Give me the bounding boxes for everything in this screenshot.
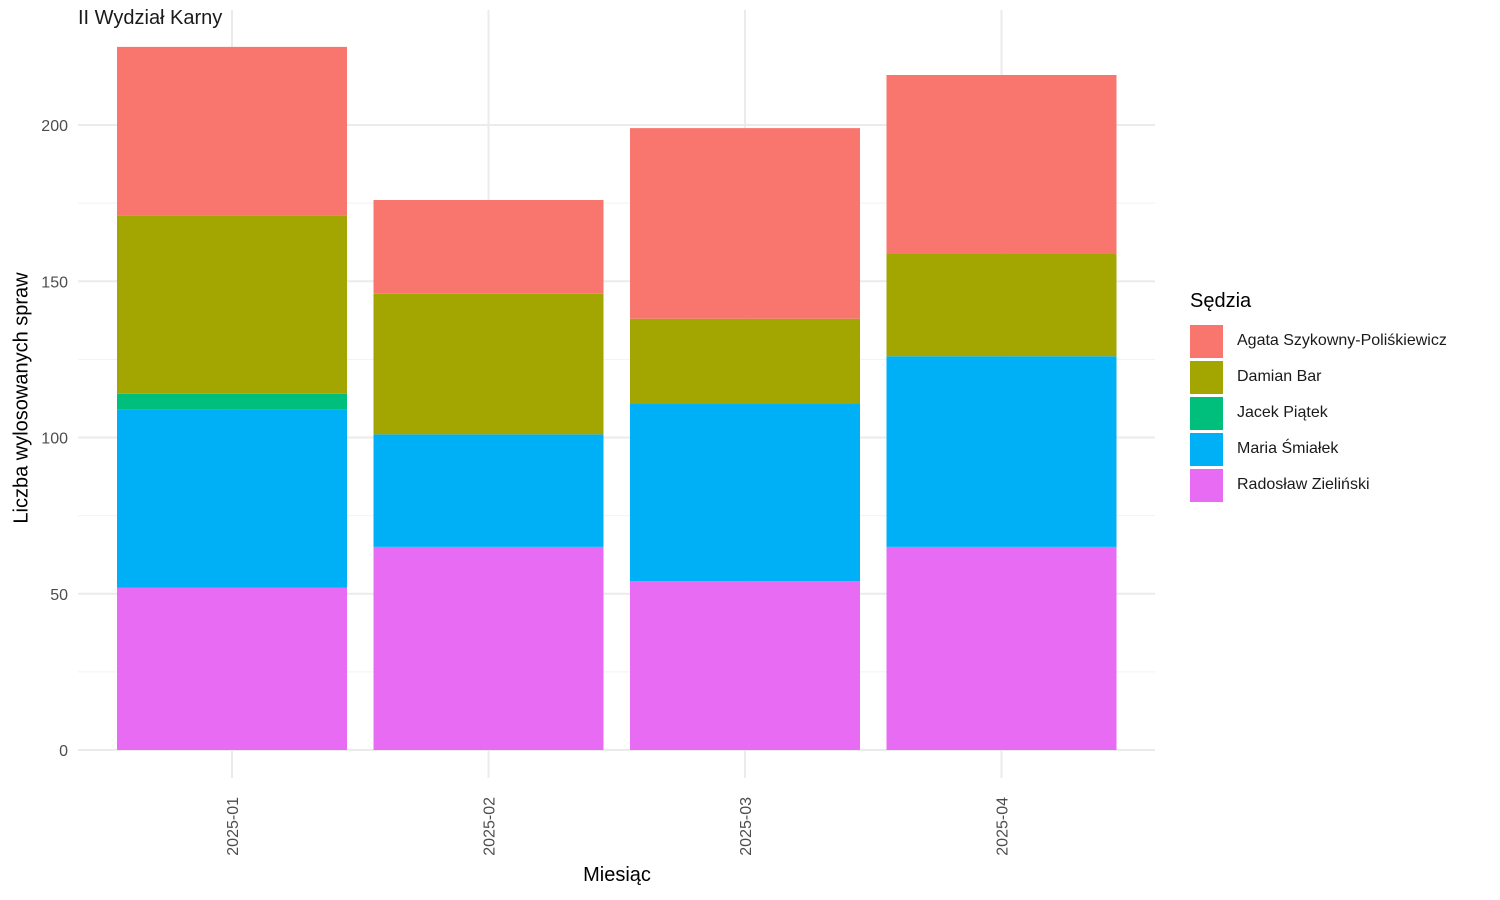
y-tick-label: 100 [41,431,68,448]
bar-segment [117,46,347,216]
bar-segment [373,293,604,435]
legend-item: Damian Bar [1190,359,1447,395]
x-tick-label: 2025-02 [482,797,499,856]
legend-key [1190,360,1223,394]
bar-segment [630,318,860,404]
legend-label: Damian Bar [1237,368,1322,385]
legend-items: Agata Szykowny-Poliśkiewicz Damian Bar Jac… [1190,323,1447,503]
bar-segment [886,253,1117,357]
legend: Sędzia Agata Szykowny-Poliśkiewicz Damian… [1190,290,1447,503]
bar-segment [117,215,347,394]
legend-label: Maria Śmiałek [1237,440,1339,457]
bar-segment [117,587,347,750]
legend-label: Radosław Zieliński [1237,476,1370,493]
y-axis-title: Liczba wylosowanych spraw [10,272,33,524]
legend-key [1190,396,1223,430]
bar-segment [117,393,347,410]
bar-segment [373,434,604,547]
legend-key [1190,324,1223,358]
bar-segment [886,75,1117,254]
bar-segment [117,409,347,588]
bar-segment [630,128,860,319]
legend-item: Agata Szykowny-Poliśkiewicz [1190,323,1447,359]
facet-title: II Wydział Karny [78,7,223,29]
legend-item: Maria Śmiałek [1190,431,1447,467]
x-tick-label: 2025-04 [995,797,1012,856]
x-tick-label: 2025-01 [225,797,242,856]
y-tick-label: 150 [41,274,68,291]
legend-item: Jacek Piątek [1190,395,1447,431]
legend-item: Radosław Zieliński [1190,467,1447,503]
x-axis-title: Miesiąc [583,864,651,886]
bar-segment [630,403,860,582]
y-tick-label: 50 [50,587,68,604]
bar-segment [373,546,604,750]
y-tick-label: 0 [59,743,68,760]
bar-segment [886,546,1117,750]
legend-title: Sędzia [1190,290,1252,312]
legend-label: Jacek Piątek [1237,404,1328,421]
y-tick-label: 200 [41,118,68,135]
bar-segment [373,200,604,294]
bar-segment [886,356,1117,547]
legend-key [1190,468,1223,502]
legend-label: Agata Szykowny-Poliśkiewicz [1237,332,1447,349]
legend-key [1190,432,1223,466]
bar-segment [630,581,860,750]
x-tick-label: 2025-03 [738,797,755,856]
